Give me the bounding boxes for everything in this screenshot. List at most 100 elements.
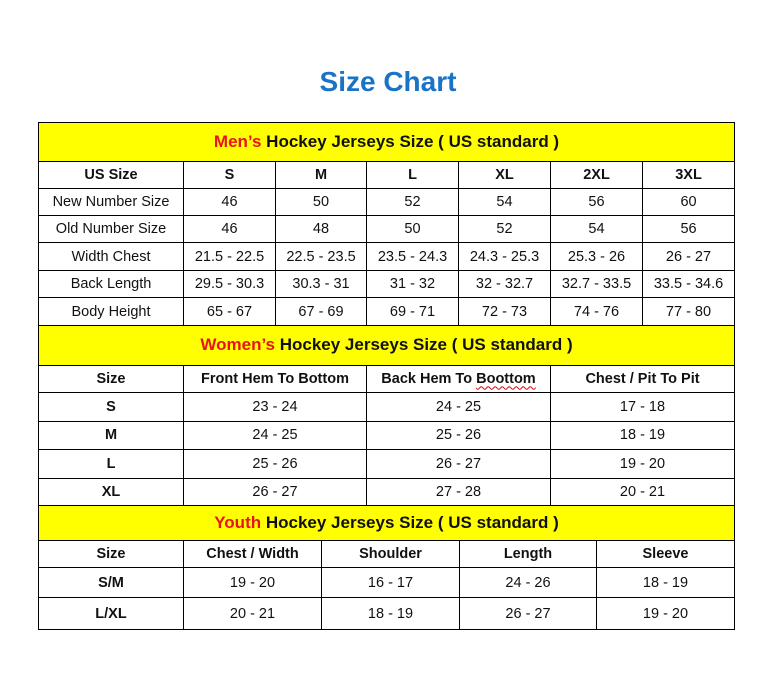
heading-text: Hockey Jerseys Size ( US standard ) [275, 335, 573, 354]
column-header: Sleeve [596, 540, 735, 568]
table-row: M 24 - 25 25 - 26 18 - 19 [38, 420, 736, 450]
heading-highlight: Women’s [200, 335, 275, 354]
table-cell: 48 [275, 215, 367, 243]
youth-section-heading: Youth Hockey Jerseys Size ( US standard … [38, 505, 735, 541]
column-header-text: Size [96, 370, 126, 387]
table-cell: 52 [458, 215, 551, 243]
youth-size-table: Youth Hockey Jerseys Size ( US standard … [38, 505, 735, 630]
column-header: M [275, 161, 367, 189]
row-label: M [38, 420, 184, 450]
column-header-text: Chest / Width [206, 546, 299, 562]
table-cell: 17 - 18 [549, 391, 736, 422]
column-header: Front Hem To Bottom [183, 364, 367, 393]
table-cell: 56 [550, 188, 643, 216]
table-row: L 25 - 26 26 - 27 19 - 20 [38, 448, 736, 479]
table-cell: 25 - 26 [183, 448, 367, 479]
table-cell: 32.7 - 33.5 [550, 270, 643, 298]
row-label: S/M [38, 567, 184, 598]
heading-highlight: Youth [214, 513, 262, 532]
column-header-text: Front Hem To Bottom [201, 370, 349, 387]
women-size-table: Women’s Hockey Jerseys Size ( US standar… [37, 324, 736, 507]
table-cell: 18 - 19 [321, 597, 460, 630]
table-row: Body Height 65 - 67 67 - 69 69 - 71 72 - 73 7… [38, 297, 736, 326]
table-cell: 19 - 20 [596, 597, 735, 630]
table-row: XL 26 - 27 27 - 28 20 - 21 [38, 477, 736, 507]
table-cell: 29.5 - 30.3 [183, 270, 276, 298]
table-cell: 31 - 32 [366, 270, 459, 298]
table-cell: 19 - 20 [183, 567, 322, 598]
row-label: L [38, 448, 184, 479]
column-header: S [183, 161, 276, 189]
column-header: Chest / Width [183, 540, 322, 568]
header-row: US Size S M L XL 2XL 3XL [38, 161, 736, 189]
column-header-text: Back Hem To Boottom [381, 370, 536, 387]
table-cell: 54 [550, 215, 643, 243]
header-row: Size Front Hem To Bottom Back Hem To Boott… [38, 364, 736, 393]
table-row: S 23 - 24 24 - 25 17 - 18 [38, 391, 736, 422]
table-cell: 21.5 - 22.5 [183, 242, 276, 271]
column-header: Back Hem To Boottom [366, 364, 551, 393]
column-header: Size [38, 364, 184, 393]
row-label: Width Chest [38, 242, 184, 271]
table-cell: 22.5 - 23.5 [275, 242, 367, 271]
column-header: 3XL [641, 161, 736, 189]
row-label: Body Height [38, 297, 184, 326]
row-label: S [38, 391, 184, 422]
table-cell: 26 - 27 [366, 448, 551, 479]
row-label: New Number Size [38, 188, 184, 216]
table-cell: 20 - 21 [183, 597, 322, 630]
table-cell: 20 - 21 [549, 477, 736, 507]
column-header: US Size [38, 161, 184, 189]
table-cell: 56 [641, 215, 736, 243]
table-cell: 30.3 - 31 [275, 270, 367, 298]
table-cell: 52 [366, 188, 459, 216]
column-header-text: Size [96, 546, 126, 562]
table-row: New Number Size 46 50 52 54 56 60 [38, 188, 736, 216]
table-cell: 26 - 27 [459, 597, 597, 630]
column-header-text: S [224, 167, 235, 183]
column-header-text: 2XL [583, 167, 610, 183]
column-header-text: Chest / Pit To Pit [585, 370, 700, 387]
table-cell: 23 - 24 [183, 391, 367, 422]
column-header-text: L [408, 167, 417, 183]
column-header: Length [459, 540, 597, 568]
table-row: Back Length 29.5 - 30.3 30.3 - 31 31 - 32 32… [38, 270, 736, 298]
row-label: Old Number Size [38, 215, 184, 243]
table-cell: 77 - 80 [641, 297, 736, 326]
row-label: Back Length [38, 270, 184, 298]
table-cell: 46 [183, 215, 276, 243]
column-header-text: US Size [84, 167, 138, 183]
table-cell: 25.3 - 26 [550, 242, 643, 271]
table-cell: 26 - 27 [183, 477, 367, 507]
table-cell: 16 - 17 [321, 567, 460, 598]
column-header-text: XL [495, 167, 514, 183]
table-cell: 24.3 - 25.3 [458, 242, 551, 271]
table-cell: 65 - 67 [183, 297, 276, 326]
table-cell: 27 - 28 [366, 477, 551, 507]
table-cell: 74 - 76 [550, 297, 643, 326]
header-row: Size Chest / Width Shoulder Length Sleeve [38, 540, 735, 568]
table-cell: 23.5 - 24.3 [366, 242, 459, 271]
table-cell: 72 - 73 [458, 297, 551, 326]
table-cell: 50 [275, 188, 367, 216]
table-cell: 50 [366, 215, 459, 243]
table-cell: 46 [183, 188, 276, 216]
heading-text: Hockey Jerseys Size ( US standard ) [261, 132, 560, 151]
table-cell: 26 - 27 [641, 242, 736, 271]
heading-text: Hockey Jerseys Size ( US standard ) [261, 513, 559, 532]
table-row: Width Chest 21.5 - 22.5 22.5 - 23.5 23.5 - … [38, 242, 736, 271]
column-header: 2XL [550, 161, 643, 189]
table-cell: 69 - 71 [366, 297, 459, 326]
row-label: XL [38, 477, 184, 507]
column-header: Shoulder [321, 540, 460, 568]
column-header-text: Sleeve [642, 546, 689, 562]
table-cell: 24 - 25 [183, 420, 367, 450]
table-cell: 67 - 69 [275, 297, 367, 326]
table-cell: 24 - 26 [459, 567, 597, 598]
table-cell: 32 - 32.7 [458, 270, 551, 298]
column-header: L [366, 161, 459, 189]
men-size-table: Men’s Hockey Jerseys Size ( US standard … [37, 122, 736, 326]
heading-highlight: Men’s [213, 132, 262, 151]
column-header: XL [458, 161, 551, 189]
women-section-heading: Women’s Hockey Jerseys Size ( US standar… [37, 324, 736, 366]
